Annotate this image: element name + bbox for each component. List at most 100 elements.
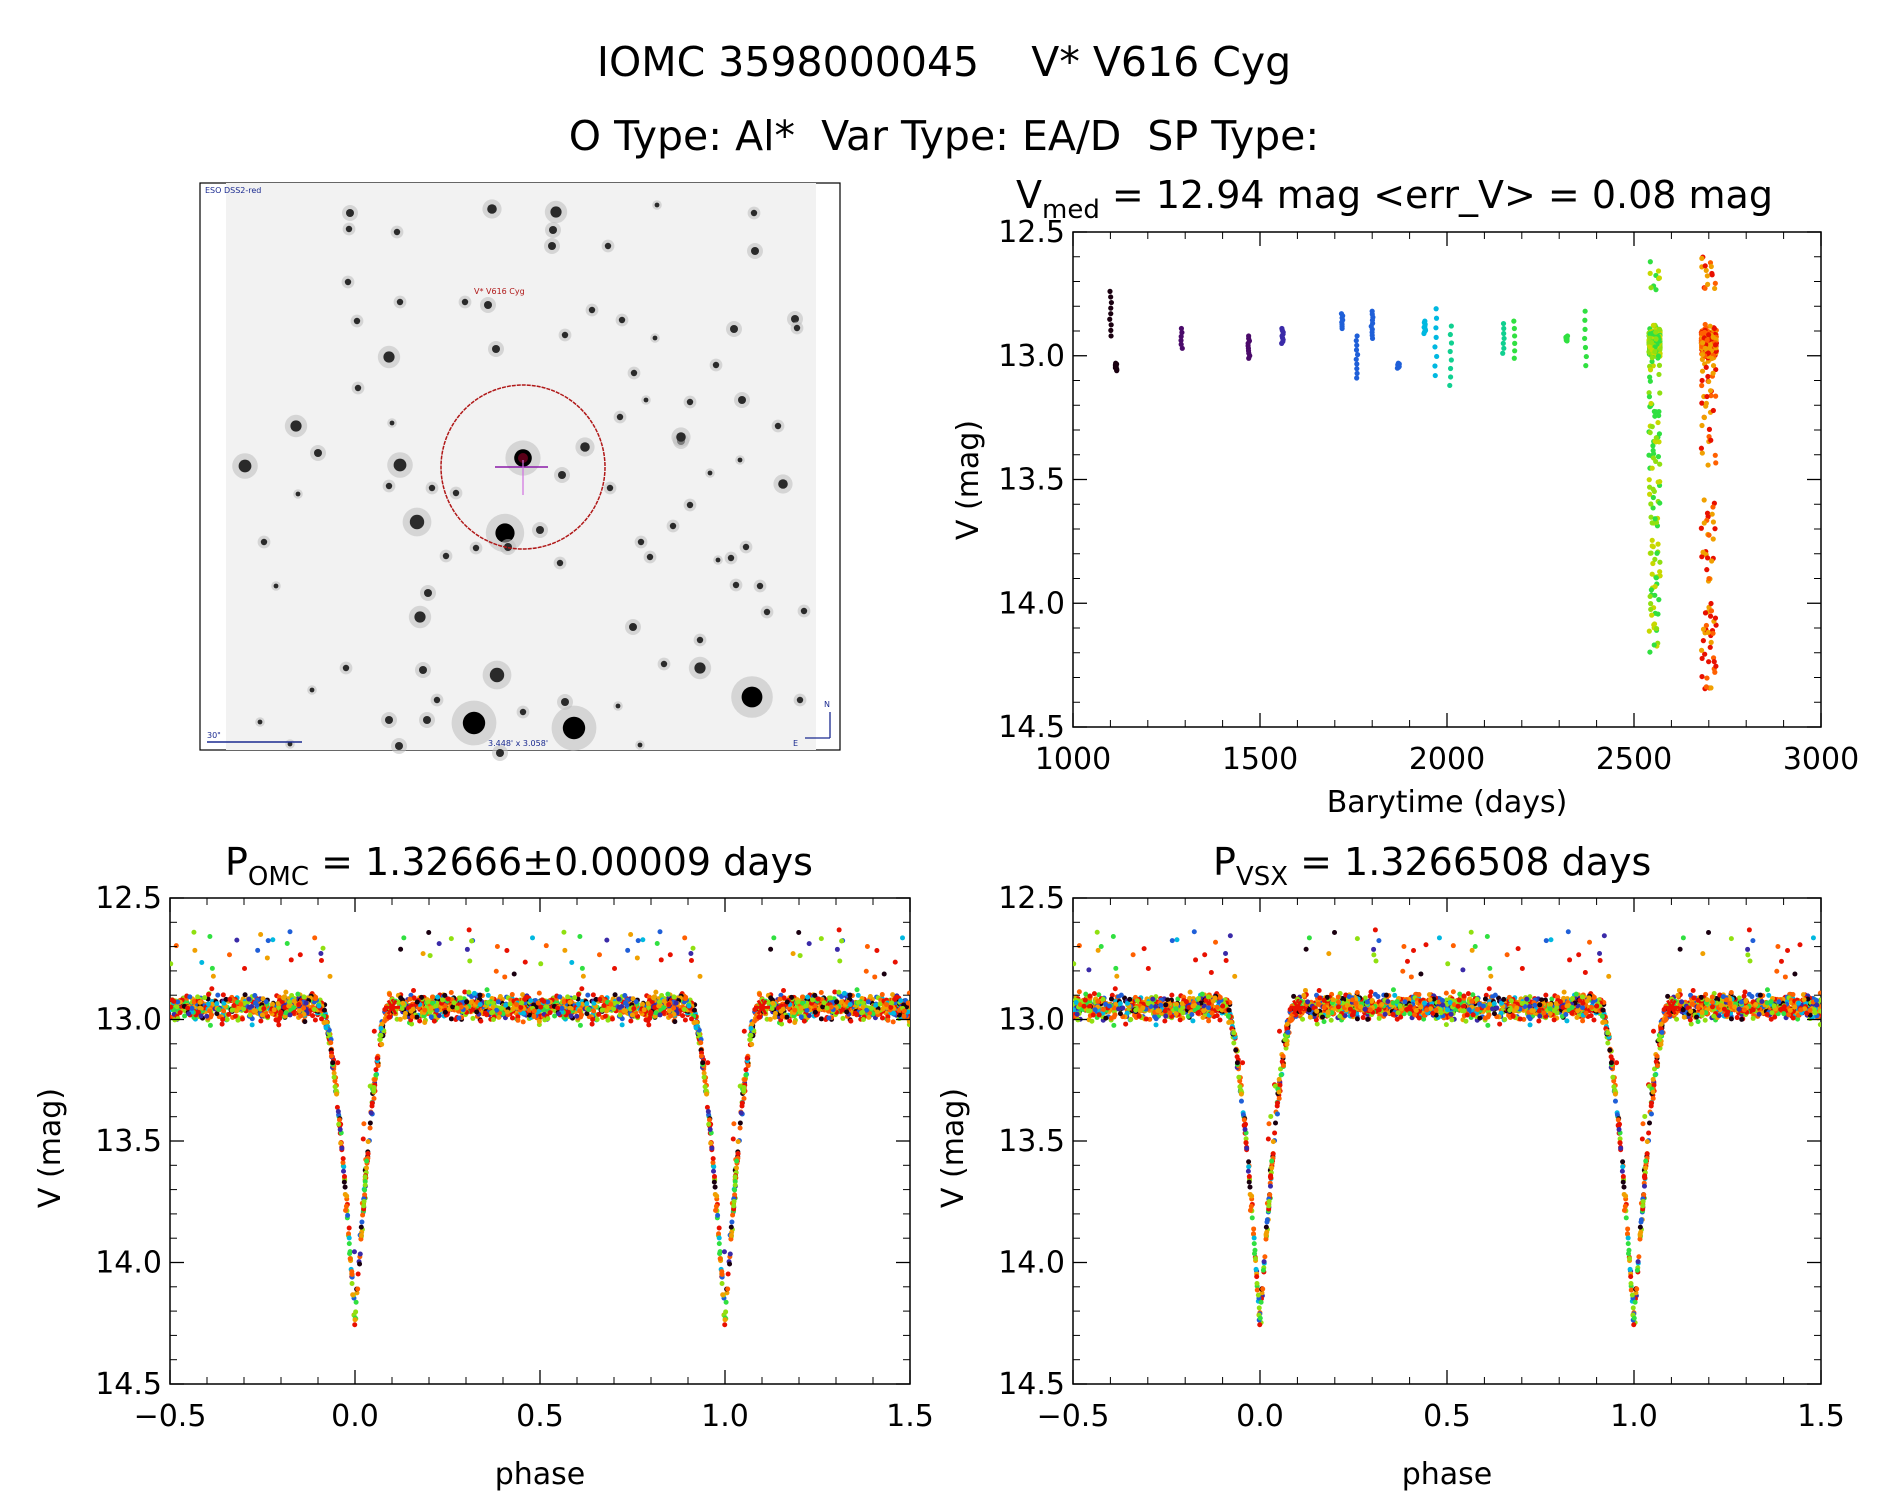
omc-point bbox=[648, 1010, 653, 1015]
omc-point bbox=[658, 1012, 663, 1017]
omc-point bbox=[691, 946, 696, 951]
omc-point bbox=[834, 999, 839, 1004]
omc-point bbox=[694, 1025, 699, 1030]
omc-point bbox=[478, 1019, 483, 1024]
lightcurve-point bbox=[1449, 323, 1454, 328]
lightcurve-y-ticks: 12.513.013.514.014.5 bbox=[998, 215, 1821, 745]
omc-point bbox=[289, 957, 294, 962]
lightcurve-point bbox=[1650, 466, 1655, 471]
lightcurve-point bbox=[1711, 363, 1716, 368]
lightcurve-point bbox=[1582, 318, 1587, 323]
omc-point bbox=[363, 1174, 368, 1179]
omc-xtick-label: 1.0 bbox=[701, 1399, 749, 1434]
omc-point bbox=[357, 1261, 362, 1266]
omc-point bbox=[240, 1017, 245, 1022]
omc-point bbox=[289, 993, 294, 998]
vsx-point bbox=[1257, 1305, 1262, 1310]
omc-point bbox=[807, 941, 812, 946]
omc-point bbox=[366, 1139, 371, 1144]
finder-star bbox=[355, 385, 361, 391]
omc-point bbox=[337, 1117, 342, 1122]
omc-point bbox=[745, 1056, 750, 1061]
omc-point bbox=[220, 1017, 225, 1022]
omc-point bbox=[861, 1017, 866, 1022]
omc-point bbox=[210, 966, 215, 971]
lightcurve-point bbox=[1648, 594, 1653, 599]
omc-point bbox=[304, 1000, 309, 1005]
lightcurve-point bbox=[1649, 587, 1654, 592]
finder-star bbox=[346, 209, 354, 217]
omc-point bbox=[225, 1017, 230, 1022]
omc-point bbox=[355, 1287, 360, 1292]
omc-xtick-label: 0.0 bbox=[331, 1399, 379, 1434]
vsx-point bbox=[1642, 1114, 1647, 1119]
finder-north-label: N bbox=[824, 700, 830, 709]
finder-star bbox=[708, 471, 713, 476]
omc-point bbox=[732, 1187, 737, 1192]
lightcurve-point bbox=[1652, 642, 1657, 647]
omc-point bbox=[252, 993, 257, 998]
omc-point bbox=[591, 1008, 596, 1013]
lightcurve-point bbox=[1107, 317, 1112, 322]
omc-point bbox=[712, 1174, 717, 1179]
finder-star bbox=[383, 351, 394, 362]
omc-point bbox=[401, 935, 406, 940]
finder-star bbox=[434, 697, 440, 703]
omc-point bbox=[330, 1060, 335, 1065]
omc-point bbox=[666, 1002, 671, 1007]
finder-star bbox=[561, 698, 569, 706]
vsx-point bbox=[1239, 1099, 1244, 1104]
omc-point bbox=[902, 1014, 907, 1019]
omc-point bbox=[711, 1169, 716, 1174]
lightcurve-point bbox=[1652, 409, 1657, 414]
omc-point bbox=[537, 1019, 542, 1024]
omc-point bbox=[741, 1085, 746, 1090]
omc-point bbox=[434, 1008, 439, 1013]
finder-star bbox=[274, 584, 279, 589]
finder-star bbox=[638, 539, 644, 545]
omc-point bbox=[613, 992, 618, 997]
phase-omc-xlabel: phase bbox=[495, 1457, 586, 1492]
omc-point bbox=[278, 1010, 283, 1015]
omc-point bbox=[810, 997, 815, 1002]
omc-point bbox=[350, 1292, 355, 1297]
omc-point bbox=[579, 986, 584, 991]
omc-point bbox=[837, 958, 842, 963]
omc-point bbox=[220, 1022, 225, 1027]
omc-point bbox=[312, 935, 317, 940]
finder-star bbox=[310, 688, 315, 693]
lightcurve-point bbox=[1657, 479, 1662, 484]
omc-point bbox=[409, 1022, 414, 1027]
omc-point bbox=[727, 1261, 732, 1266]
omc-point bbox=[798, 1010, 803, 1015]
lightcurve-point bbox=[1708, 645, 1713, 650]
lightcurve-point bbox=[1700, 352, 1705, 357]
lightcurve-point bbox=[1709, 558, 1714, 563]
phase-vsx-title: PVSX = 1.3266508 days bbox=[1213, 840, 1651, 892]
omc-point bbox=[328, 974, 333, 979]
omc-point bbox=[410, 1014, 415, 1019]
omc-point bbox=[819, 936, 824, 941]
omc-point bbox=[800, 995, 805, 1000]
lightcurve-point bbox=[1656, 409, 1661, 414]
lightcurve-point bbox=[1108, 328, 1113, 333]
omc-point bbox=[733, 1183, 738, 1188]
lc-ytick-label: 14.5 bbox=[998, 710, 1065, 745]
omc-point bbox=[277, 1016, 282, 1021]
omc-point bbox=[798, 953, 803, 958]
omc-point bbox=[258, 1019, 263, 1024]
omc-point bbox=[683, 996, 688, 1001]
omc-point bbox=[574, 1014, 579, 1019]
lightcurve-xlabel: Barytime (days) bbox=[1327, 785, 1568, 820]
lightcurve-point bbox=[1705, 338, 1710, 343]
omc-point bbox=[373, 1067, 378, 1072]
lightcurve-point bbox=[1648, 430, 1653, 435]
lightcurve-point bbox=[1703, 263, 1708, 268]
omc-point bbox=[785, 1000, 790, 1005]
finder-star bbox=[751, 210, 757, 216]
omc-point bbox=[417, 1019, 422, 1024]
omc-point bbox=[455, 1006, 460, 1011]
omc-point bbox=[346, 1231, 351, 1236]
omc-point bbox=[510, 1016, 515, 1021]
omc-point bbox=[344, 1194, 349, 1199]
